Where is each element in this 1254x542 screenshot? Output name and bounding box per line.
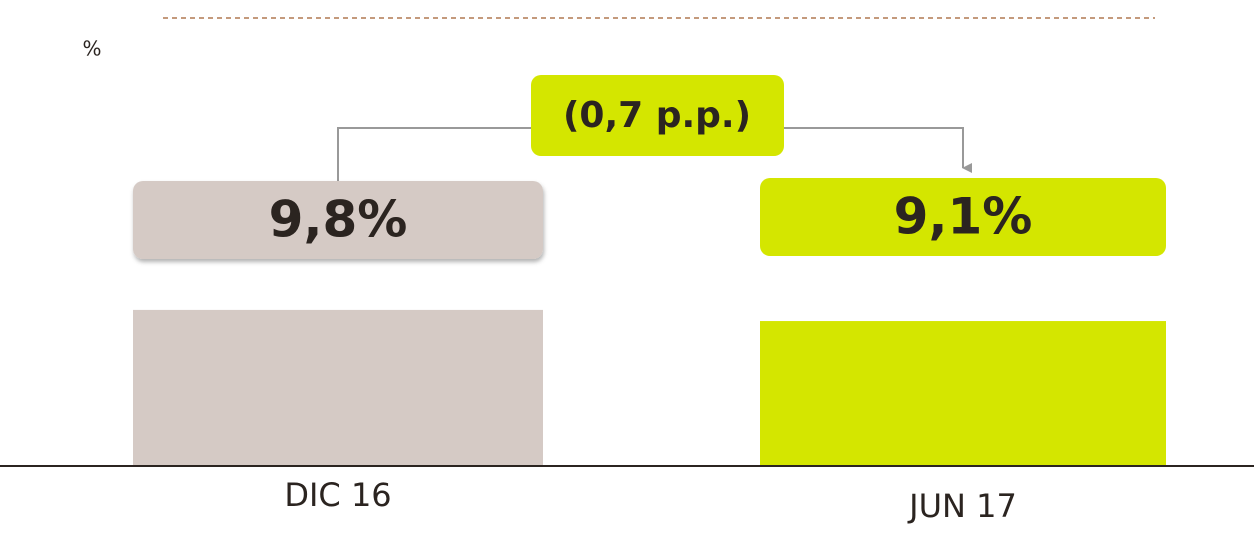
x-tick-label: DIC 16 [284,476,391,514]
connector [337,127,531,181]
value-label: 9,8% [269,191,408,249]
plot: 9,8% DIC 16 9,1% JUN 17 [133,178,1166,525]
value-label-box [760,178,1166,256]
x-tick-label: JUN 17 [907,487,1017,525]
annotation-box [531,75,784,156]
axis-label: % [82,37,101,61]
value-label-box [133,181,543,259]
annotation: (0,7 p.p.) [563,95,751,136]
connector-arrow [784,127,972,173]
value-label: 9,1% [894,188,1033,246]
bar [133,309,543,466]
bar [760,321,1166,466]
